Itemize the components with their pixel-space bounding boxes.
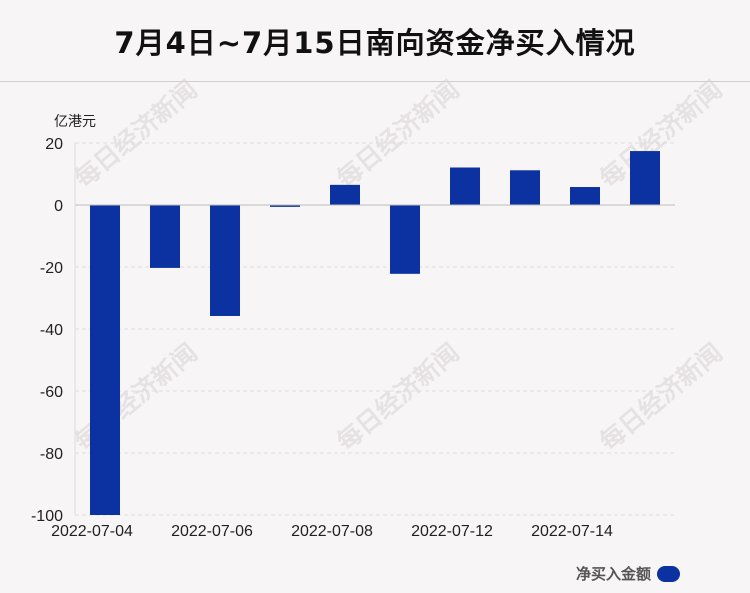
y-axis-ticks: 20 0 -20 -40 -60 -80 -100 [31,136,63,525]
x-tick-label: 2022-07-06 [171,523,253,540]
x-tick-label: 2022-07-08 [291,523,373,540]
bar [210,205,240,316]
x-tick-label: 2022-07-12 [411,523,493,540]
bars [90,151,660,515]
title-bar: 7月4日~7月15日南向资金净买入情况 [0,0,750,82]
y-tick-label: 0 [54,198,63,215]
bar [630,151,660,205]
x-tick-label: 2022-07-14 [531,523,613,540]
y-tick-label: -20 [40,260,63,277]
x-tick-label: 2022-07-04 [51,523,133,540]
bar [390,205,420,274]
bar [150,205,180,268]
legend-swatch [657,565,681,582]
bar [570,187,600,205]
bar [330,184,360,205]
bar [510,170,540,205]
y-tick-label: -100 [31,508,63,525]
x-axis-ticks: 2022-07-04 2022-07-06 2022-07-08 2022-07-12… [51,523,613,540]
y-tick-label: -40 [40,322,63,339]
y-tick-label: -80 [40,446,63,463]
legend-label: 净买入金额 [576,565,652,583]
bar [270,205,300,207]
bar [90,205,120,515]
legend: 净买入金额 [576,563,681,584]
y-tick-label: 20 [45,136,63,153]
y-axis-label: 亿港元 [54,114,96,130]
bar [450,167,480,205]
y-tick-label: -60 [40,384,63,401]
chart-title: 7月4日~7月15日南向资金净买入情况 [114,25,636,60]
